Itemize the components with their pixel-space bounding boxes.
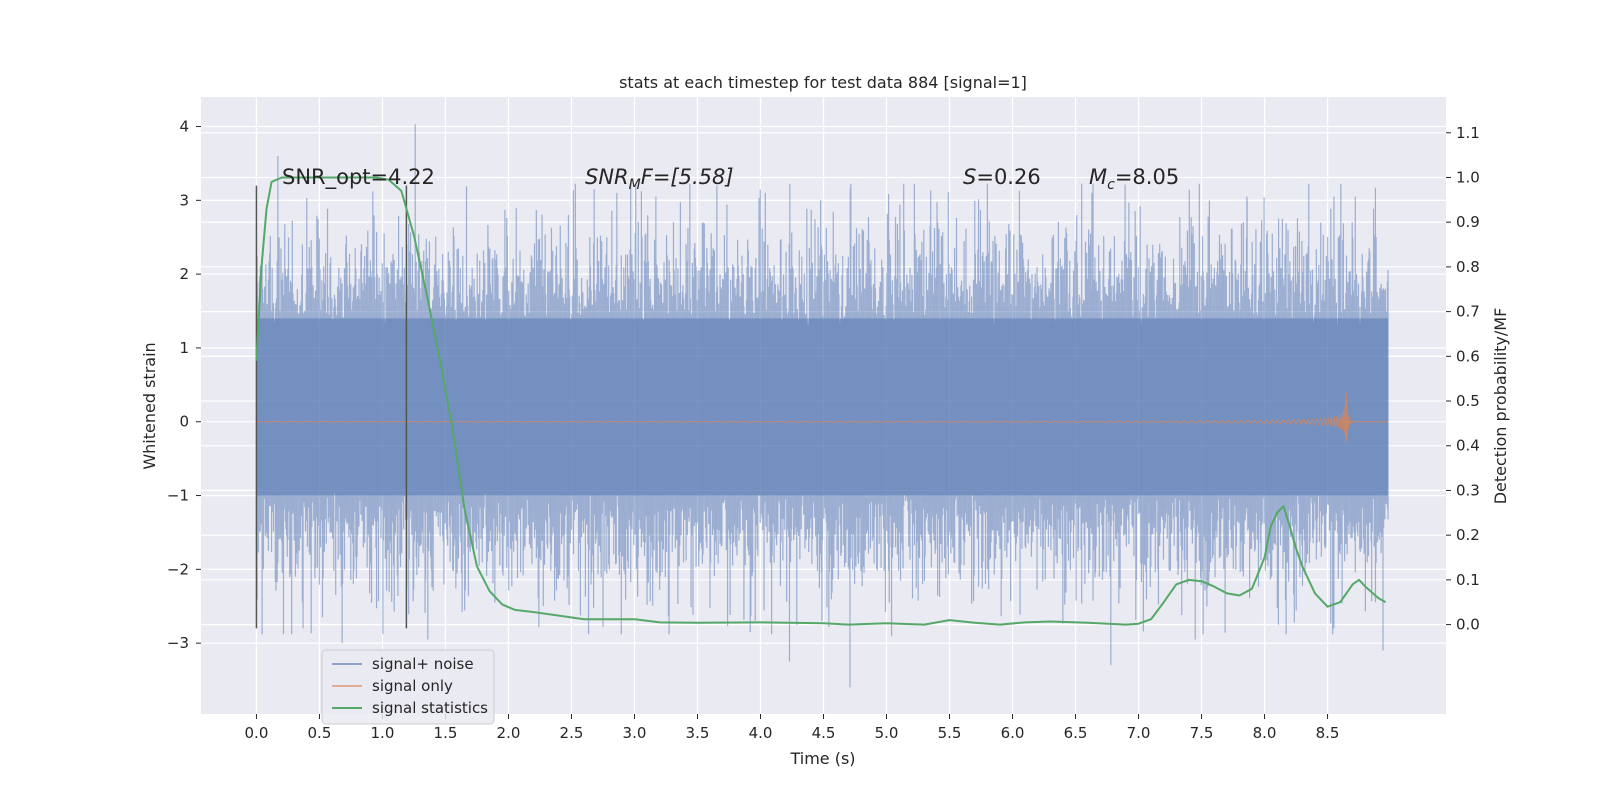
x-tick-label: 8.0 [1253,724,1277,742]
y-right-tick-label: 0.4 [1456,437,1480,455]
y-tick-label: 2 [179,265,189,283]
y-right-tick-label: 0.9 [1456,213,1480,231]
x-axis-label: Time (s) [789,749,855,768]
x-tick-label: 4.5 [812,724,836,742]
legend-box [321,649,495,725]
vertical-markers [255,185,408,629]
x-tick-label: 6.0 [1001,724,1025,742]
x-tick-label: 5.0 [875,724,899,742]
y-right-tick-label: 1.0 [1456,168,1480,186]
x-tick-label: 7.5 [1190,724,1214,742]
y-axis-ticks: −3 −2 −1 0 1 2 3 4 [167,118,201,652]
legend-label-signal-statistics: signal statistics [372,699,488,717]
y-tick-label: 4 [179,118,189,136]
series-signal-statistics [255,176,1387,626]
y-right-tick-label: 0.5 [1456,392,1480,410]
y-right-tick-label: 1.1 [1456,124,1480,142]
chirp-trace [256,391,1389,444]
snr-mf-symbol: SNR [585,165,629,189]
y-right-tick-label: 0.0 [1456,616,1480,634]
y-axis-label: Whitened strain [140,342,159,469]
y-right-tick-label: 0.1 [1456,571,1480,589]
mc-subscript: c [1107,177,1115,193]
x-tick-label: 4.0 [749,724,773,742]
legend-label-signal-only: signal only [372,677,453,695]
mc-value: =8.05 [1115,165,1179,189]
y-right-axis-label: Detection probability/MF [1491,308,1510,505]
x-tick-label: 5.5 [938,724,962,742]
s-symbol: S [963,165,976,189]
x-tick-label: 0.0 [245,724,269,742]
y-right-tick-label: 0.7 [1456,303,1480,321]
y-tick-label: 3 [179,191,189,209]
y-tick-label: −1 [167,487,189,505]
x-tick-label: 3.0 [623,724,647,742]
x-axis-ticks: 0.0 0.5 1.0 1.5 2.0 2.5 3.0 3.5 4.0 4.5 5.0 5.5 6.0 6… [245,714,1340,742]
chart-title: stats at each timestep for test data 884… [619,73,1027,92]
legend-label-signal-noise: signal+ noise [372,655,474,673]
y-right-tick-label: 0.6 [1456,347,1480,365]
annotation-snr-mf: SNRMF=[5.58] [585,165,734,193]
y-right-tick-label: 0.8 [1456,258,1480,276]
x-tick-label: 7.0 [1127,724,1151,742]
y-right-axis-ticks: 0.0 0.1 0.2 0.3 0.4 0.5 0.6 0.7 0.8 0.9 1.0 1.1 [1446,124,1480,634]
legend: signal+ noise signal only signal statist… [321,649,495,725]
y-right-tick-label: 0.3 [1456,481,1480,499]
mc-symbol: M [1089,165,1107,189]
annotation-mc: Mc=8.05 [1089,165,1179,193]
series-signal-only [256,391,1389,444]
x-tick-label: 0.5 [308,724,332,742]
x-tick-label: 2.0 [497,724,521,742]
y-tick-label: −2 [167,560,189,578]
snr-mf-subscript: M [629,177,641,193]
x-tick-label: 1.5 [434,724,458,742]
y-right-tick-label: 0.2 [1456,526,1480,544]
x-tick-label: 3.5 [686,724,710,742]
y-tick-label: −3 [167,634,189,652]
x-tick-label: 8.5 [1316,724,1340,742]
x-tick-label: 2.5 [560,724,584,742]
y-tick-label: 1 [179,339,189,357]
annotation-s: S=0.26 [963,165,1041,189]
x-tick-label: 6.5 [1064,724,1088,742]
series-signal-noise [255,124,1389,688]
snr-mf-value: F=[5.58] [641,165,734,189]
s-value: =0.26 [976,165,1040,189]
x-tick-label: 1.0 [371,724,395,742]
annotation-snr-opt: SNR_opt=4.22 [282,165,435,190]
y-tick-label: 0 [179,413,189,431]
statistics-trace [255,176,1387,626]
